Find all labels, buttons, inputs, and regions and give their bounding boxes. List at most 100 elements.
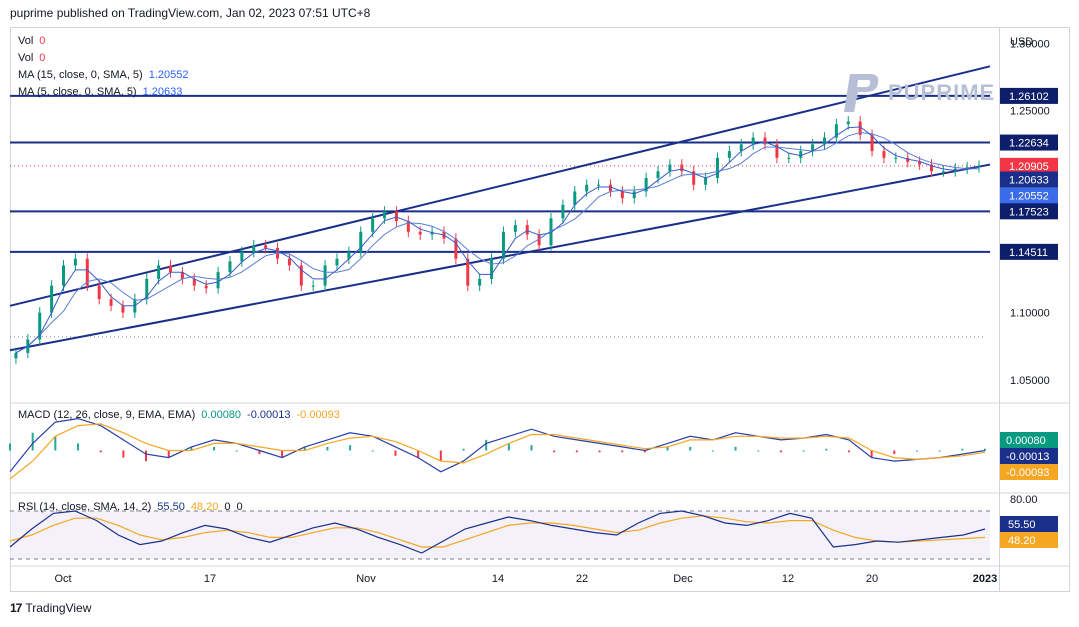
legend-macd[interactable]: MACD (12, 26, close, 9, EMA, EMA) 0.00080…: [18, 409, 340, 421]
currency-label: USD: [1010, 36, 1033, 48]
macd-value-text: -0.00013: [1006, 451, 1049, 463]
candle-body: [608, 184, 612, 192]
candle-body: [918, 161, 922, 165]
legend-ma5[interactable]: MA (5, close, 0, SMA, 5) 1.20633: [18, 86, 182, 98]
candle-body: [62, 265, 66, 286]
candle-body: [287, 258, 291, 266]
candle-body: [335, 258, 339, 266]
price-label-box: [1000, 87, 1058, 104]
legend-ma15-label: MA (15, close, 0, SMA, 5): [18, 69, 143, 81]
macd-histogram-bar: [303, 446, 306, 451]
candle-body: [169, 265, 173, 273]
candle-body: [85, 258, 89, 286]
price-label-text: 1.20552: [1009, 191, 1049, 203]
rsi-value-text: 55.50: [1008, 519, 1036, 531]
macd-histogram-bar: [167, 450, 170, 458]
time-tick-label: 14: [492, 573, 504, 585]
candle-body: [799, 151, 803, 158]
macd-histogram-bar: [54, 436, 57, 451]
candle-body: [38, 312, 42, 340]
channel-upper-line: [9, 65, 991, 307]
candle-body: [454, 238, 458, 259]
legend-vol-2[interactable]: Vol 0: [18, 52, 45, 64]
macd-histogram-bar: [326, 446, 329, 451]
publish-header: puprime published on TradingView.com, Ja…: [10, 6, 371, 20]
macd-histogram-bar: [281, 450, 284, 458]
candle-body: [585, 184, 589, 192]
watermark-text: PUPRIME: [888, 80, 996, 105]
macd-histogram-bar: [439, 450, 442, 462]
candle-body: [941, 171, 945, 173]
ma5-line: [15, 131, 980, 354]
candle-body: [501, 231, 505, 259]
footer-brand[interactable]: 17 TradingView: [10, 601, 91, 615]
candle-body: [644, 178, 648, 192]
macd-value-text: -0.00093: [1006, 467, 1049, 479]
rsi-ma-line: [9, 515, 986, 548]
candle-body: [561, 204, 565, 219]
macd-histogram-bar: [621, 450, 624, 453]
candle-body: [739, 144, 743, 152]
price-tick-label: 1.25000: [1010, 106, 1050, 118]
macd-histogram-bar: [802, 450, 805, 452]
candle-body: [727, 151, 731, 158]
candle-body: [906, 157, 910, 162]
legend-rsi-label: RSI (14, close, SMA, 14, 2): [18, 501, 152, 513]
price-label-box: [1000, 134, 1058, 151]
candle-body: [834, 124, 838, 138]
price-label-text: 1.17523: [1009, 206, 1049, 218]
price-label-text: 1.14511: [1009, 247, 1048, 259]
macd-histogram-bar: [553, 450, 556, 453]
channel-lower-line: [9, 163, 991, 352]
macd-histogram-bar: [598, 450, 601, 453]
candle-body: [311, 285, 315, 287]
macd-histogram-bar: [825, 448, 828, 451]
price-label-box: [1000, 187, 1058, 204]
candle-body: [811, 144, 815, 152]
chart-frame[interactable]: [10, 27, 1000, 592]
candle-body: [228, 261, 232, 273]
candle-body: [347, 252, 351, 259]
macd-histogram-bar: [961, 448, 964, 451]
legend-rsi[interactable]: RSI (14, close, SMA, 14, 2) 55.50 48.20 0 0: [18, 501, 243, 513]
legend-macd-label: MACD (12, 26, close, 9, EMA, EMA): [18, 409, 196, 421]
candle-body: [692, 171, 696, 185]
legend-ma15[interactable]: MA (15, close, 0, SMA, 5) 1.20552: [18, 69, 188, 81]
puprime-logo-icon: [844, 74, 879, 112]
macd-histogram-bar: [213, 446, 216, 451]
candle-body: [680, 164, 684, 172]
candle-body: [787, 157, 791, 159]
candle-body: [715, 157, 719, 178]
candle-body: [478, 278, 482, 286]
rsi-tick-label: 80.00: [1010, 494, 1038, 506]
legend-rsi-v3: 0: [224, 501, 231, 513]
price-label-box: [1000, 203, 1058, 220]
candle-body: [668, 164, 672, 172]
price-label-text: 1.26102: [1009, 91, 1049, 103]
macd-histogram-bar: [485, 439, 488, 451]
candle-body: [549, 218, 553, 246]
time-tick-label: Dec: [673, 573, 693, 585]
time-tick-label: 2023: [973, 573, 997, 585]
candle-body: [656, 171, 660, 178]
macd-histogram-bar: [984, 448, 986, 451]
ma15-line: [15, 126, 980, 354]
candle-body: [73, 258, 77, 266]
legend-vol-1[interactable]: Vol 0: [18, 35, 45, 47]
macd-histogram-bar: [643, 450, 646, 453]
price-axis[interactable]: [1000, 27, 1070, 592]
candle-body: [359, 231, 363, 252]
candle-body: [858, 121, 862, 135]
candle-body: [751, 137, 755, 145]
candle-body: [929, 164, 933, 172]
price-label-box: [1000, 157, 1058, 174]
macd-histogram-bar: [371, 450, 374, 452]
macd-signal-line: [9, 423, 986, 480]
candle-body: [383, 211, 387, 219]
rsi-value-box: [1000, 532, 1058, 548]
candle-body: [216, 272, 220, 289]
legend-vol-1-value: 0: [39, 35, 46, 47]
rsi-value-box: [1000, 516, 1058, 532]
rsi-band-fill: [10, 511, 990, 559]
